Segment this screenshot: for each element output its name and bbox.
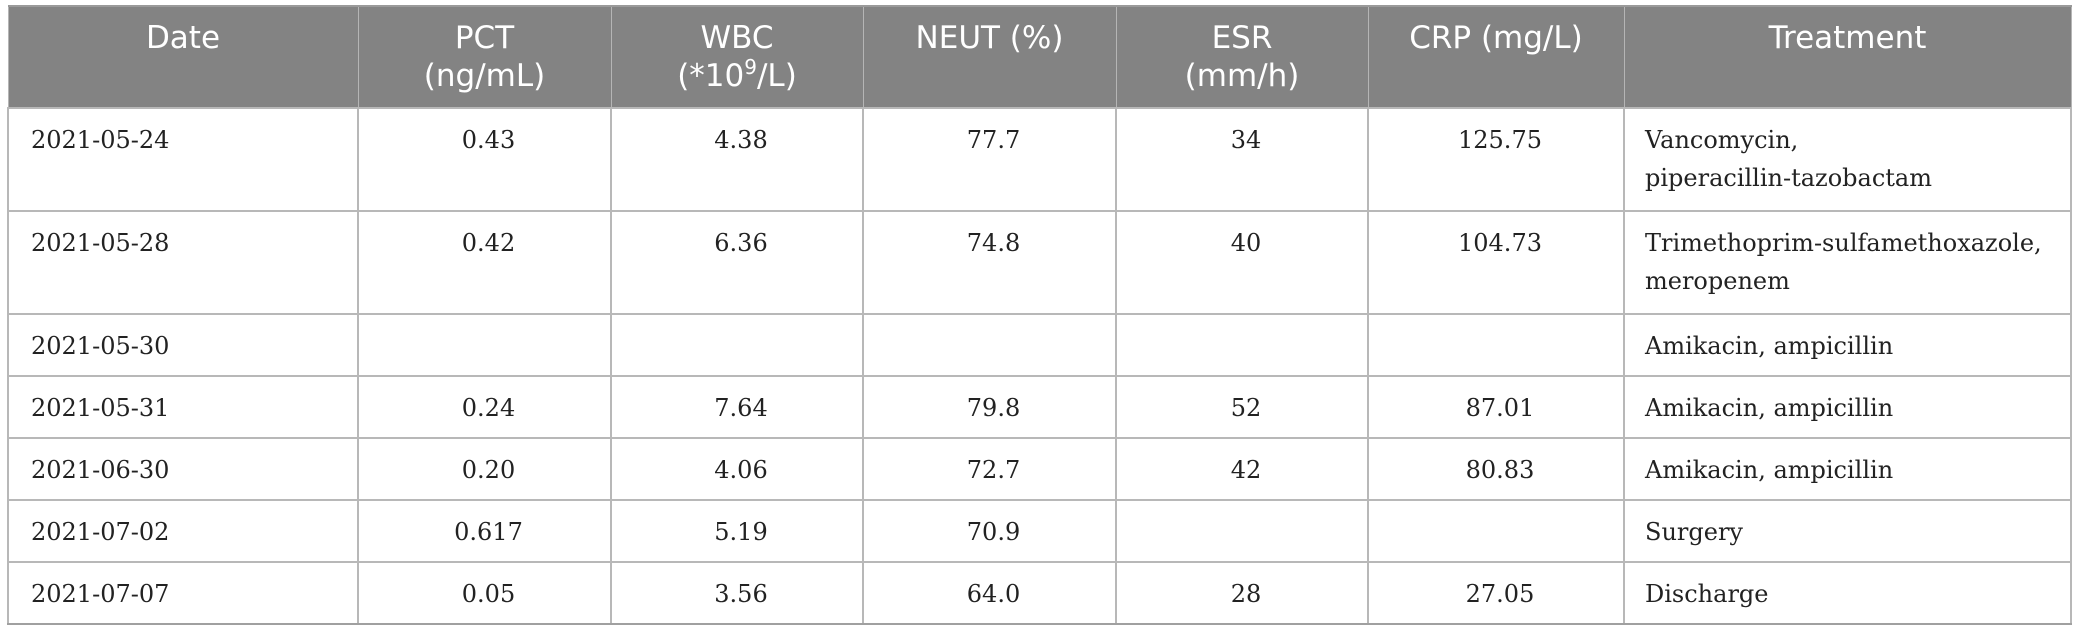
cell-wbc [610, 313, 864, 377]
header-treatment: Treatment [1623, 5, 2072, 109]
cell-treatment: Trimethoprim-sulfamethoxazole, meropenem [1623, 210, 2072, 315]
cell-neut: 70.9 [862, 499, 1117, 563]
cell-date: 2021-05-28 [7, 210, 359, 315]
cell-crp: 104.73 [1367, 210, 1625, 315]
cell-neut: 77.7 [862, 107, 1117, 212]
table-row: 2021-05-24 0.43 4.38 77.7 34 125.75 Vanc… [7, 107, 2072, 212]
header-wbc-label: WBC [700, 20, 774, 56]
cell-wbc: 4.38 [610, 107, 864, 212]
header-esr: ESR (mm/h) [1115, 5, 1369, 109]
table-row: 2021-07-02 0.617 5.19 70.9 Surgery [7, 499, 2072, 563]
cell-neut [862, 313, 1117, 377]
header-date-label: Date [145, 20, 221, 56]
cell-date: 2021-07-07 [7, 561, 359, 625]
header-date: Date [7, 5, 359, 109]
cell-neut: 79.8 [862, 375, 1117, 439]
cell-date: 2021-05-30 [7, 313, 359, 377]
treatment-line-1: Vancomycin, [1645, 126, 1799, 154]
cell-date: 2021-05-24 [7, 107, 359, 212]
cell-esr [1115, 499, 1369, 563]
cell-pct: 0.42 [357, 210, 612, 315]
cell-treatment: Amikacin, ampicillin [1623, 313, 2072, 377]
cell-crp [1367, 499, 1625, 563]
cell-pct: 0.617 [357, 499, 612, 563]
cell-crp: 87.01 [1367, 375, 1625, 439]
header-wbc-unit: (*109/L) [677, 55, 797, 94]
cell-neut: 72.7 [862, 437, 1117, 501]
cell-crp [1367, 313, 1625, 377]
cell-date: 2021-06-30 [7, 437, 359, 501]
cell-wbc: 7.64 [610, 375, 864, 439]
table-row: 2021-06-30 0.20 4.06 72.7 42 80.83 Amika… [7, 437, 2072, 501]
cell-treatment: Vancomycin, piperacillin-tazobactam [1623, 107, 2072, 212]
header-row: Date PCT (ng/mL) WBC (*109/L) NEUT (%) E… [7, 5, 2072, 109]
table-row: 2021-05-31 0.24 7.64 79.8 52 87.01 Amika… [7, 375, 2072, 439]
cell-pct: 0.20 [357, 437, 612, 501]
cell-esr: 42 [1115, 437, 1369, 501]
cell-date: 2021-05-31 [7, 375, 359, 439]
treatment-line-2: meropenem [1645, 267, 1790, 295]
cell-date: 2021-07-02 [7, 499, 359, 563]
treatment-line-2: piperacillin-tazobactam [1645, 164, 1932, 192]
lab-results-table-container: Date PCT (ng/mL) WBC (*109/L) NEUT (%) E… [7, 5, 2072, 625]
cell-wbc: 3.56 [610, 561, 864, 625]
header-wbc: WBC (*109/L) [610, 5, 864, 109]
cell-pct: 0.43 [357, 107, 612, 212]
cell-wbc: 6.36 [610, 210, 864, 315]
lab-results-table: Date PCT (ng/mL) WBC (*109/L) NEUT (%) E… [7, 5, 2072, 625]
cell-treatment: Discharge [1623, 561, 2072, 625]
header-pct-label: PCT [454, 20, 515, 56]
table-row: 2021-07-07 0.05 3.56 64.0 28 27.05 Disch… [7, 561, 2072, 625]
cell-pct: 0.05 [357, 561, 612, 625]
treatment-line-1: Trimethoprim-sulfamethoxazole, [1645, 229, 2042, 257]
cell-crp: 27.05 [1367, 561, 1625, 625]
cell-esr: 40 [1115, 210, 1369, 315]
cell-neut: 74.8 [862, 210, 1117, 315]
table-row: 2021-05-30 Amikacin, ampicillin [7, 313, 2072, 377]
cell-treatment: Amikacin, ampicillin [1623, 375, 2072, 439]
header-pct-unit: (ng/mL) [423, 58, 546, 94]
header-treatment-label: Treatment [1768, 20, 1927, 56]
header-neut-label: NEUT (%) [915, 20, 1064, 56]
cell-treatment: Amikacin, ampicillin [1623, 437, 2072, 501]
cell-esr: 34 [1115, 107, 1369, 212]
cell-crp: 80.83 [1367, 437, 1625, 501]
cell-esr: 28 [1115, 561, 1369, 625]
cell-esr [1115, 313, 1369, 377]
cell-treatment: Surgery [1623, 499, 2072, 563]
header-esr-unit: (mm/h) [1184, 58, 1300, 94]
header-neut: NEUT (%) [862, 5, 1117, 109]
cell-pct [357, 313, 612, 377]
cell-wbc: 5.19 [610, 499, 864, 563]
header-crp: CRP (mg/L) [1367, 5, 1625, 109]
cell-crp: 125.75 [1367, 107, 1625, 212]
header-crp-label: CRP (mg/L) [1409, 20, 1583, 56]
header-esr-label: ESR [1211, 20, 1273, 56]
cell-esr: 52 [1115, 375, 1369, 439]
cell-neut: 64.0 [862, 561, 1117, 625]
table-row: 2021-05-28 0.42 6.36 74.8 40 104.73 Trim… [7, 210, 2072, 315]
cell-pct: 0.24 [357, 375, 612, 439]
cell-wbc: 4.06 [610, 437, 864, 501]
header-pct: PCT (ng/mL) [357, 5, 612, 109]
